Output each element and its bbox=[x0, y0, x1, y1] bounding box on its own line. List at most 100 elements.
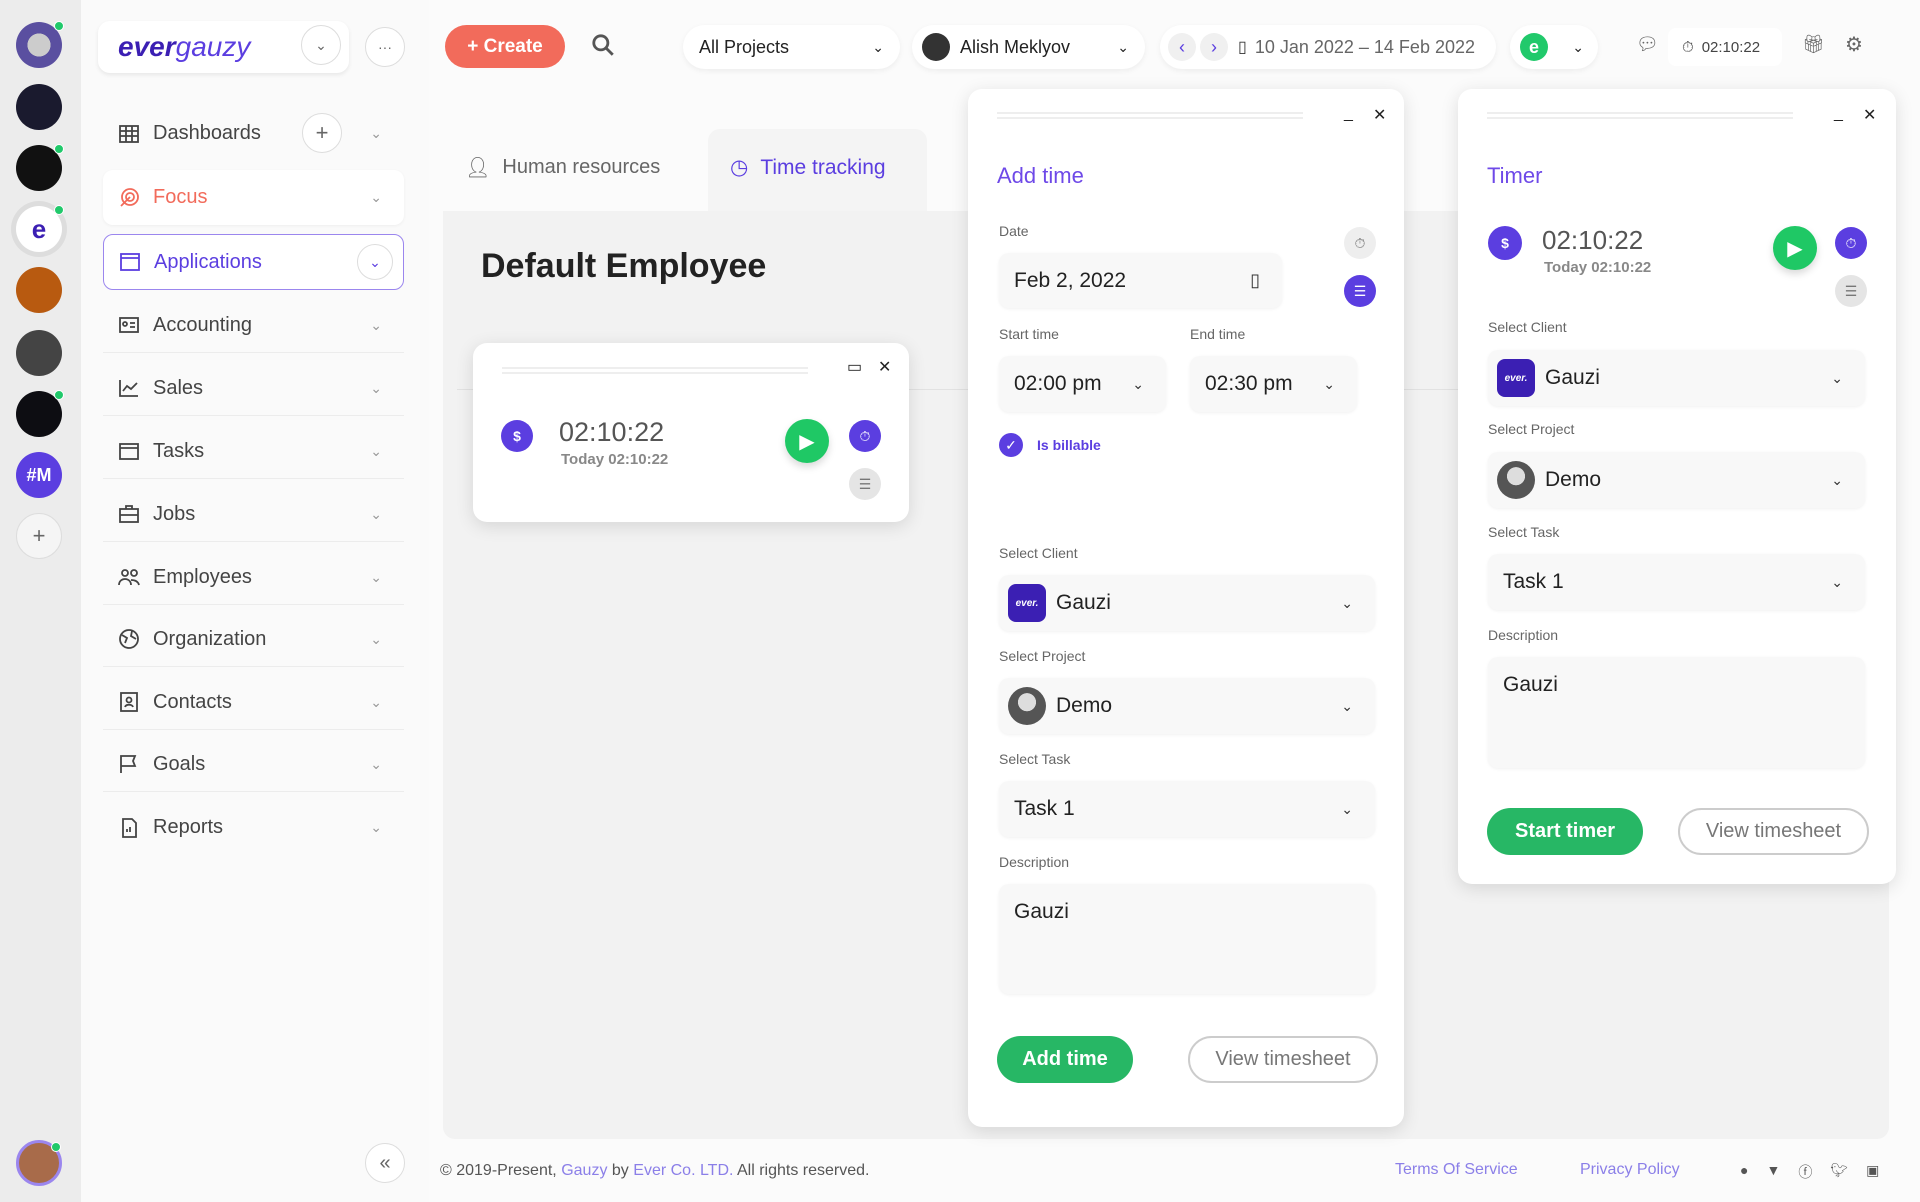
view-timesheet-button[interactable]: View timesheet bbox=[1678, 808, 1869, 855]
sidebar-item-sales[interactable]: Sales ⌄ bbox=[103, 361, 404, 416]
minimize-icon[interactable]: _ bbox=[1834, 105, 1843, 122]
sidebar-item-contacts[interactable]: Contacts ⌄ bbox=[103, 675, 404, 730]
workspace-avatar[interactable] bbox=[16, 84, 62, 130]
start-time-select[interactable]: 02:00 pm ⌄ bbox=[999, 356, 1166, 412]
chat-icon[interactable]: 💬︎ bbox=[1636, 34, 1659, 54]
billable-dollar-icon[interactable]: $ bbox=[501, 420, 533, 452]
workspace-avatar[interactable] bbox=[16, 267, 62, 313]
facebook-icon[interactable]: ⓕ bbox=[1798, 1164, 1813, 1180]
sidebar-item-goals[interactable]: Goals ⌄ bbox=[103, 737, 404, 792]
sidebar-item-applications[interactable]: Applications ⌄ bbox=[103, 234, 404, 290]
stopwatch-icon[interactable]: ⏱︎ bbox=[1835, 227, 1867, 259]
collapse-sidebar-button[interactable]: « bbox=[365, 1143, 405, 1183]
sidebar-item-reports[interactable]: Reports ⌄ bbox=[103, 800, 404, 855]
client-select[interactable]: ever. Gauzi ⌄ bbox=[999, 575, 1375, 631]
sidebar-item-label: Goals bbox=[153, 752, 206, 775]
menu-icon[interactable]: ☰ bbox=[849, 468, 881, 500]
sidebar-item-jobs[interactable]: Jobs ⌄ bbox=[103, 487, 404, 542]
header-timer[interactable]: ⏱︎ 02:10:22 bbox=[1668, 28, 1782, 66]
description-textarea[interactable]: Gauzi bbox=[999, 884, 1375, 994]
add-time-button[interactable]: Add time bbox=[997, 1036, 1133, 1083]
billable-checkbox[interactable]: ✓ Is billable bbox=[999, 433, 1101, 457]
logo: evergauzy bbox=[118, 31, 251, 62]
minimize-icon[interactable]: _ bbox=[1344, 105, 1353, 122]
linkedin-icon[interactable]: ▣ bbox=[1866, 1162, 1880, 1178]
workspace-avatar[interactable] bbox=[16, 330, 62, 376]
chevron-down-icon: ⌄ bbox=[370, 568, 382, 585]
workspace-avatar[interactable] bbox=[16, 21, 64, 68]
workspace-avatar-active[interactable]: e bbox=[16, 205, 64, 252]
flag-icon bbox=[120, 755, 137, 773]
stopwatch-icon[interactable]: ⏱︎ bbox=[849, 420, 881, 452]
maximize-icon[interactable]: ▭ bbox=[847, 359, 863, 376]
window-icon bbox=[120, 253, 140, 271]
drag-handle[interactable] bbox=[502, 367, 808, 374]
workspace-avatar[interactable] bbox=[16, 390, 64, 437]
stopwatch-icon[interactable]: ⏱︎ bbox=[1344, 227, 1376, 259]
chevron-down-icon[interactable]: ⌄ bbox=[357, 244, 393, 280]
add-dashboard-button[interactable]: + bbox=[302, 113, 342, 153]
sidebar-item-tasks[interactable]: Tasks ⌄ bbox=[103, 424, 404, 479]
next-range-button[interactable]: › bbox=[1200, 33, 1228, 61]
previous-range-button[interactable]: ‹ bbox=[1168, 33, 1196, 61]
task-select[interactable]: Task 1 ⌄ bbox=[999, 781, 1375, 837]
company-link[interactable]: Ever Co. LTD. bbox=[633, 1162, 734, 1179]
add-workspace-button[interactable]: + bbox=[16, 513, 62, 559]
project-select[interactable]: Demo ⌄ bbox=[999, 678, 1375, 734]
stopwatch-icon: ⏱︎ bbox=[1682, 38, 1694, 56]
close-icon[interactable]: ✕ bbox=[878, 359, 892, 376]
gauzy-link[interactable]: Gauzy bbox=[561, 1162, 608, 1179]
sidebar-item-organization[interactable]: Organization ⌄ bbox=[103, 612, 404, 667]
menu-icon[interactable]: ☰ bbox=[1835, 275, 1867, 307]
employee-select[interactable]: Alish Meklyov ⌄ bbox=[912, 25, 1145, 69]
settings-gear-icon[interactable]: ⚙ bbox=[1845, 34, 1863, 56]
timer-display: 02:10:22 bbox=[1542, 225, 1644, 255]
github-icon[interactable]: ● bbox=[1740, 1162, 1749, 1178]
workspace-avatar[interactable] bbox=[16, 144, 64, 191]
create-button[interactable]: + Create bbox=[445, 25, 565, 68]
tab-human-resources[interactable]: 👤︎ Human resources bbox=[465, 156, 661, 179]
chevron-down-icon: ⌄ bbox=[370, 693, 382, 710]
end-time-select[interactable]: 02:30 pm ⌄ bbox=[1190, 356, 1357, 412]
gitlab-icon[interactable]: ▼ bbox=[1766, 1162, 1781, 1178]
date-input[interactable]: Feb 2, 2022 ▯ bbox=[999, 253, 1282, 308]
sidebar-item-label: Reports bbox=[153, 816, 224, 838]
tab-time-tracking[interactable]: ◷ Time tracking bbox=[708, 129, 927, 211]
client-select[interactable]: ever. Gauzi ⌄ bbox=[1488, 350, 1865, 406]
view-timesheet-button[interactable]: View timesheet bbox=[1188, 1036, 1378, 1083]
project-select[interactable]: Demo ⌄ bbox=[1488, 452, 1865, 508]
date-range-picker[interactable]: ‹ › ▯ 10 Jan 2022 – 14 Feb 2022 bbox=[1160, 25, 1496, 69]
organization-select[interactable]: e ⌄ bbox=[1510, 25, 1598, 69]
terms-link[interactable]: Terms Of Service bbox=[1395, 1161, 1518, 1178]
sidebar-item-employees[interactable]: Employees ⌄ bbox=[103, 550, 404, 605]
project-select[interactable]: All Projects ⌄ bbox=[683, 25, 900, 69]
drag-handle[interactable] bbox=[997, 112, 1303, 119]
close-icon[interactable]: ✕ bbox=[1373, 107, 1387, 124]
gift-icon[interactable]: 🎁︎ bbox=[1802, 34, 1825, 54]
chevron-down-icon[interactable]: ⌄ bbox=[301, 25, 341, 65]
close-icon[interactable]: ✕ bbox=[1863, 107, 1877, 124]
task-select[interactable]: Task 1 ⌄ bbox=[1488, 554, 1865, 610]
description-textarea[interactable]: Gauzi bbox=[1488, 657, 1865, 768]
sidebar-item-accounting[interactable]: Accounting ⌄ bbox=[103, 298, 404, 353]
chevron-down-icon: ⌄ bbox=[370, 630, 382, 647]
menu-icon[interactable]: ☰ bbox=[1344, 275, 1376, 307]
logo-box[interactable]: evergauzy ⌄ bbox=[98, 21, 349, 73]
play-button[interactable]: ▶ bbox=[785, 419, 829, 463]
sidebar-item-label: Focus bbox=[153, 186, 208, 208]
sidebar-item-focus[interactable]: Focus ⌄ bbox=[103, 170, 404, 225]
briefcase-icon bbox=[119, 505, 139, 523]
sidebar-item-dashboards[interactable]: Dashboards + ⌄ bbox=[103, 106, 404, 161]
workspace-avatar[interactable]: #M bbox=[16, 452, 62, 498]
billable-dollar-icon[interactable]: $ bbox=[1488, 226, 1522, 260]
user-avatar[interactable] bbox=[16, 1140, 62, 1186]
play-button[interactable]: ▶ bbox=[1773, 226, 1817, 270]
twitter-icon[interactable]: 🐦︎ bbox=[1830, 1162, 1849, 1178]
drag-handle[interactable] bbox=[1487, 112, 1793, 119]
more-options-button[interactable]: ··· bbox=[365, 27, 405, 67]
privacy-link[interactable]: Privacy Policy bbox=[1580, 1161, 1680, 1178]
chevron-down-icon: ⌄ bbox=[370, 442, 382, 459]
search-icon[interactable] bbox=[590, 32, 616, 58]
start-timer-button[interactable]: Start timer bbox=[1487, 808, 1643, 855]
task-label: Select Task bbox=[999, 751, 1071, 767]
